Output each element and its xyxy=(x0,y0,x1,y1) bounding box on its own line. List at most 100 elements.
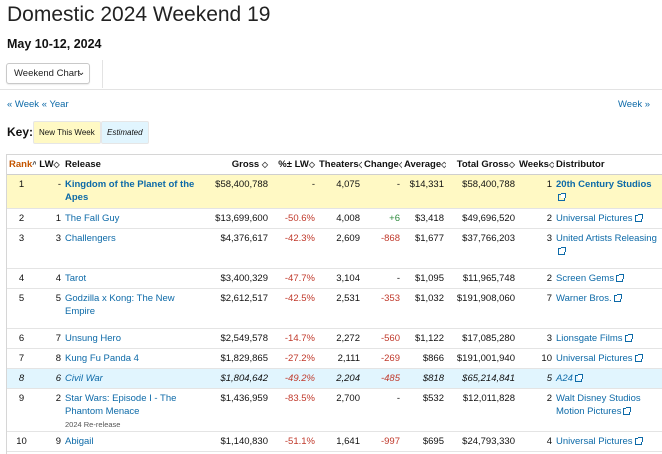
cell-gross: $2,549,578 xyxy=(198,328,270,349)
cell-average: $3,418 xyxy=(402,208,446,229)
table-row: 3 3 Challengers $4,376,617 -42.3% 2,609 -868 $1… xyxy=(7,228,662,269)
release-link[interactable]: Kung Fu Panda 4 xyxy=(65,353,139,364)
external-link-icon[interactable] xyxy=(613,294,622,302)
cell-weeks: 1 xyxy=(517,174,554,209)
col-theaters[interactable]: Theaters◇ xyxy=(317,155,362,175)
distributor-link[interactable]: Walt Disney Studios Motion Pictures xyxy=(556,393,641,417)
cell-average: $1,095 xyxy=(402,268,446,289)
cell-distributor: United Artists Releasing xyxy=(554,228,662,269)
col-rank[interactable]: Rank^ xyxy=(7,155,36,175)
table-row: 2 1 The Fall Guy $13,699,600 -50.6% 4,008 +6 $3… xyxy=(7,208,662,229)
cell-change: -868 xyxy=(362,228,402,269)
cell-gross: $4,376,617 xyxy=(198,228,270,269)
cell-rank: 1 xyxy=(7,174,36,209)
external-link-icon[interactable] xyxy=(558,247,566,255)
external-link-icon[interactable] xyxy=(634,214,643,222)
cell-weeks: 2 xyxy=(517,388,554,432)
external-link-icon[interactable] xyxy=(574,374,583,382)
cell-weeks: 5 xyxy=(517,368,554,389)
col-total-gross[interactable]: Total Gross◇ xyxy=(446,155,517,175)
cell-release: The Fall Guy xyxy=(63,208,198,229)
cell-total-gross: $65,214,841 xyxy=(446,368,517,389)
distributor-link[interactable]: 20th Century Studios xyxy=(556,179,652,190)
table-row: 7 8 Kung Fu Panda 4 $1,829,865 -27.2% 2,111 -2… xyxy=(7,348,662,369)
table-header-row: Rank^ LW◇ Release Gross ◇ %± LW◇ Theater… xyxy=(7,155,662,175)
release-link[interactable]: Kingdom of the Planet of the Apes xyxy=(65,179,195,203)
release-link[interactable]: Abigail xyxy=(65,436,94,447)
sort-icon: ◇ xyxy=(261,160,268,169)
page-title: Domestic 2024 Weekend 19 xyxy=(7,3,271,26)
cell-average: $818 xyxy=(402,368,446,389)
cell-lw: 8 xyxy=(36,348,63,369)
cell-theaters: 1,641 xyxy=(317,431,362,452)
cell-average: $532 xyxy=(402,388,446,432)
cell-average: $695 xyxy=(402,431,446,452)
distributor-link[interactable]: Universal Pictures xyxy=(556,353,633,364)
cell-weeks: 7 xyxy=(517,288,554,329)
external-link-icon[interactable] xyxy=(623,407,632,415)
nav-previous: « Week « Year xyxy=(7,99,69,110)
cell-gross: $1,436,959 xyxy=(198,388,270,432)
cell-release: Challengers xyxy=(63,228,198,269)
chart-type-dropdown[interactable]: Weekend Chart ⌄ xyxy=(6,63,90,84)
box-office-table: Rank^ LW◇ Release Gross ◇ %± LW◇ Theater… xyxy=(7,155,662,452)
distributor-link[interactable]: Universal Pictures xyxy=(556,436,633,447)
cell-change-lw: - xyxy=(270,174,317,209)
release-link[interactable]: Civil War xyxy=(65,373,103,384)
table-row: 4 4 Tarot $3,400,329 -47.7% 3,104- $1,095 $11,9… xyxy=(7,268,662,289)
external-link-icon[interactable] xyxy=(624,334,633,342)
sort-icon: ◇ xyxy=(441,160,446,169)
release-link[interactable]: The Fall Guy xyxy=(65,213,120,224)
cell-weeks: 2 xyxy=(517,208,554,229)
cell-release: Abigail xyxy=(63,431,198,452)
release-link[interactable]: Star Wars: Episode I - The Phantom Menac… xyxy=(65,393,177,417)
release-link[interactable]: Tarot xyxy=(65,273,87,284)
external-link-icon[interactable] xyxy=(634,437,643,445)
new-this-week-legend: New This Week xyxy=(33,121,101,144)
cell-theaters: 2,272 xyxy=(317,328,362,349)
cell-release: Civil War xyxy=(63,368,198,389)
col-change[interactable]: Change◇ xyxy=(362,155,402,175)
cell-release: Kung Fu Panda 4 xyxy=(63,348,198,369)
cell-change: +6 xyxy=(362,208,402,229)
key-label: Key: xyxy=(7,125,34,139)
sort-icon: ◇ xyxy=(549,160,554,169)
prev-week-link[interactable]: « Week xyxy=(7,99,40,110)
col-weeks[interactable]: Weeks◇ xyxy=(517,155,554,175)
sort-icon: ◇ xyxy=(53,160,60,169)
next-week-link[interactable]: Week » xyxy=(618,99,651,110)
distributor-link[interactable]: Warner Bros. xyxy=(556,293,612,304)
table-row: 1- Kingdom of the Planet of the Apes $58,4… xyxy=(7,174,662,209)
cell-release: Godzilla x Kong: The New Empire xyxy=(63,288,198,329)
date-range: May 10-12, 2024 xyxy=(7,37,102,51)
distributor-link[interactable]: United Artists Releasing xyxy=(556,233,657,244)
cell-distributor: Screen Gems xyxy=(554,268,662,289)
external-link-icon[interactable] xyxy=(558,193,566,201)
prev-year-link[interactable]: « Year xyxy=(41,99,69,110)
cell-total-gross: $191,908,060 xyxy=(446,288,517,329)
cell-lw: 2 xyxy=(36,388,63,432)
distributor-link[interactable]: Lionsgate Films xyxy=(556,333,623,344)
divider xyxy=(102,60,103,88)
distributor-link[interactable]: Screen Gems xyxy=(556,273,615,284)
cell-gross: $1,829,865 xyxy=(198,348,270,369)
release-link[interactable]: Godzilla x Kong: The New Empire xyxy=(65,293,175,317)
col-release[interactable]: Release xyxy=(63,155,198,175)
cell-total-gross: $49,696,520 xyxy=(446,208,517,229)
external-link-icon[interactable] xyxy=(634,354,643,362)
distributor-link[interactable]: A24 xyxy=(556,373,573,384)
release-link[interactable]: Unsung Hero xyxy=(65,333,121,344)
col-average[interactable]: Average◇ xyxy=(402,155,446,175)
table-row: 8 6 Civil War $1,804,642 -49.2% 2,204 -485 $818… xyxy=(7,368,662,389)
cell-total-gross: $11,965,748 xyxy=(446,268,517,289)
col-lw[interactable]: LW◇ xyxy=(36,155,63,175)
cell-average: $14,331 xyxy=(402,174,446,209)
release-link[interactable]: Challengers xyxy=(65,233,116,244)
col-distributor[interactable]: Distributor xyxy=(554,155,662,175)
external-link-icon[interactable] xyxy=(616,274,625,282)
table-row: 9 2 Star Wars: Episode I - The Phantom Men… xyxy=(7,388,662,432)
cell-theaters: 2,531 xyxy=(317,288,362,329)
col-change-lw[interactable]: %± LW◇ xyxy=(270,155,317,175)
col-gross[interactable]: Gross ◇ xyxy=(198,155,270,175)
distributor-link[interactable]: Universal Pictures xyxy=(556,213,633,224)
